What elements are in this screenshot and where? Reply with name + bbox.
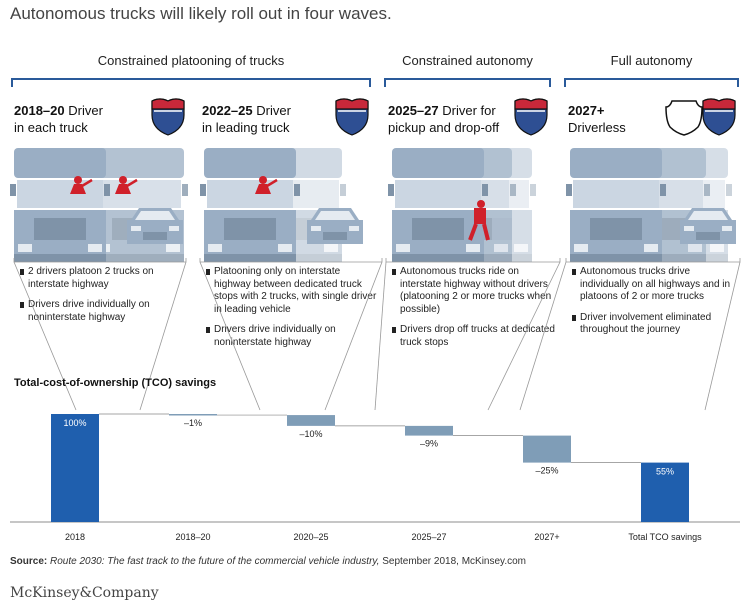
group-label-platooning: Constrained platooning of trucks <box>97 53 285 68</box>
callout-line <box>519 261 567 411</box>
value-label: 100% <box>63 418 86 428</box>
source-rest: September 2018, McKinsey.com <box>379 556 526 567</box>
bullet-item: Autonomous trucks ride on interstate hig… <box>392 266 557 316</box>
wave-head-line2: pickup and drop-off <box>388 120 500 135</box>
group-brackets <box>11 78 739 87</box>
bar-1 <box>169 414 217 416</box>
wave-head-rest: Driver <box>64 103 103 118</box>
wave-bullets-3: Autonomous trucks ride on interstate hig… <box>392 266 557 357</box>
chart-ylabel: Total-cost-of-ownership (TCO) savings <box>14 377 217 389</box>
bracket-constrained-autonomy <box>384 78 551 87</box>
bullet-item: Autonomous trucks drive individually on … <box>572 266 737 304</box>
tick-label: 2025–27 <box>411 532 446 542</box>
source-note: Source: Route 2030: The fast track to th… <box>10 556 526 567</box>
truck-illustrations <box>10 148 736 262</box>
bar-2 <box>287 415 335 426</box>
page-title: Autonomous trucks will likely roll out i… <box>10 4 392 23</box>
driver-icon <box>468 200 490 241</box>
callout-line <box>199 261 261 411</box>
value-label: –25% <box>535 466 558 476</box>
callout-line <box>13 261 77 411</box>
mckinsey-logo: McKinsey&Company <box>10 585 159 601</box>
wave-header-4: 2027+ Driverless <box>568 102 668 136</box>
wave-head-line2: Driverless <box>568 120 626 135</box>
tick-label: 2018 <box>65 532 85 542</box>
callout-line <box>324 261 383 411</box>
wave-head-rest: Driver for <box>438 103 496 118</box>
group-label-full-autonomy: Full autonomy <box>610 53 693 68</box>
wave-header-2: 2022–25 Driver in leading truck <box>202 102 342 136</box>
wave-years: 2025–27 <box>388 103 439 118</box>
tick-label: 2018–20 <box>175 532 210 542</box>
value-label: –1% <box>184 418 202 428</box>
tick-label: 2027+ <box>534 532 559 542</box>
wave-bullets-2: Platooning only on interstate highway be… <box>206 266 378 357</box>
callout-line <box>139 261 187 411</box>
tick-label: 2020–25 <box>293 532 328 542</box>
value-label: 55% <box>656 467 674 477</box>
tco-waterfall-chart: 100% 2018 –1% 2018–20 –10% 2020–25 –9% 2025–27 –… <box>10 413 740 542</box>
wave-years: 2022–25 <box>202 103 253 118</box>
bullet-item: 2 drivers platoon 2 trucks on interstate… <box>20 266 180 291</box>
source-label: Source: <box>10 556 48 567</box>
wave-header-3: 2025–27 Driver for pickup and drop-off <box>388 102 523 136</box>
bracket-full-autonomy <box>564 78 739 87</box>
bullet-item: Platooning only on interstate highway be… <box>206 266 378 316</box>
callout-line <box>704 261 741 411</box>
wave-head-line2: in each truck <box>14 120 88 135</box>
wave-header-1: 2018–20 Driver in each truck <box>14 102 154 136</box>
bullet-item: Drivers drive individually on noninterst… <box>206 324 378 349</box>
bar-0 <box>51 414 99 522</box>
wave-bullets-4: Autonomous trucks drive individually on … <box>572 266 737 345</box>
wave-head-line2: in leading truck <box>202 120 290 135</box>
wave-bullets-1: 2 drivers platoon 2 trucks on interstate… <box>20 266 180 332</box>
callout-line <box>374 261 387 411</box>
value-label: –9% <box>420 439 438 449</box>
bar-5 <box>641 462 689 522</box>
group-label-constrained-autonomy: Constrained autonomy <box>402 53 533 68</box>
bullet-item: Driver involvement eliminated throughout… <box>572 312 737 337</box>
bullet-item: Drivers drive individually on noninterst… <box>20 299 180 324</box>
bar-3 <box>405 425 453 436</box>
wave-head-rest: Driver <box>252 103 291 118</box>
value-label: –10% <box>299 429 322 439</box>
tick-label: Total TCO savings <box>628 532 702 542</box>
bar-4 <box>523 435 571 463</box>
source-title: Route 2030: The fast track to the future… <box>50 556 380 567</box>
wave-years: 2027+ <box>568 103 605 118</box>
callout-line <box>487 261 561 411</box>
bullet-item: Drivers drop off trucks at dedicated tru… <box>392 324 557 349</box>
wave-years: 2018–20 <box>14 103 65 118</box>
bracket-platooning <box>11 78 371 87</box>
